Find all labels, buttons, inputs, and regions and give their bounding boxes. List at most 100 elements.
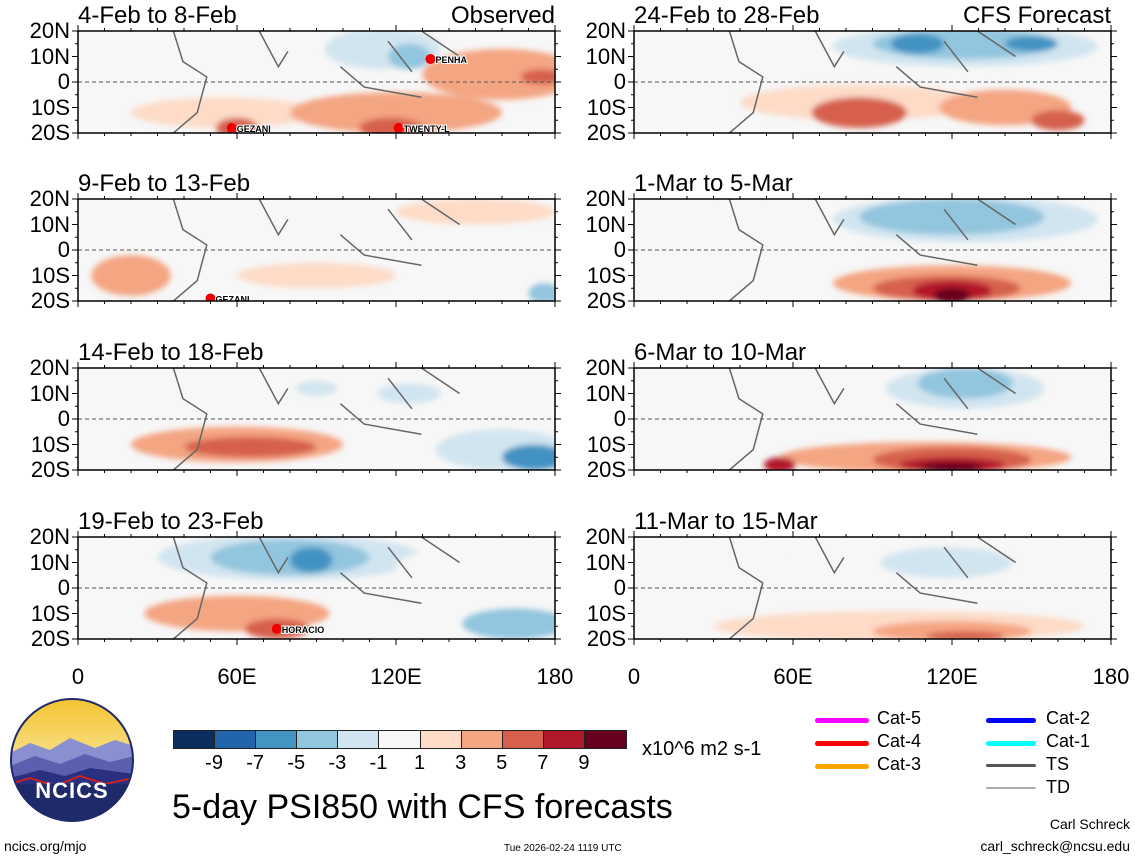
colorbar-swatch — [543, 731, 585, 748]
y-tick-label: 10N — [585, 549, 626, 575]
footer-email[interactable]: carl_schreck@ncsu.edu — [980, 838, 1130, 854]
y-tick-label: 10S — [30, 600, 70, 626]
anomaly-contour — [462, 608, 555, 639]
anomaly-contour — [933, 288, 971, 301]
storm-marker — [425, 54, 436, 65]
y-tick-label: 20S — [30, 626, 70, 651]
footer-url[interactable]: ncics.org/mjo — [4, 838, 87, 854]
map-panel — [72, 362, 561, 476]
anomaly-contour — [396, 199, 555, 225]
y-tick-label: 10S — [30, 262, 70, 288]
storm-label: GEZANI — [216, 294, 250, 304]
anomaly-contour — [104, 204, 290, 245]
colorbar-tick-label: 1 — [413, 752, 426, 774]
panel-title: 14-Feb to 18-Feb — [78, 339, 264, 366]
y-tick-label: 0 — [613, 237, 626, 262]
y-tick-label: 0 — [57, 69, 70, 94]
legend-line-td — [986, 787, 1036, 789]
y-tick-label: 0 — [613, 69, 626, 94]
y-tick-label: 10N — [585, 43, 626, 69]
x-tick-label: 0 — [71, 664, 85, 689]
panel-title: 9-Feb to 13-Feb — [78, 170, 251, 197]
coastline — [172, 537, 461, 639]
y-tick-label: 20S — [586, 457, 626, 482]
panel-title: 19-Feb to 23-Feb — [78, 508, 264, 535]
colorbar-swatch — [420, 731, 462, 748]
legend-line-cat-3 — [815, 764, 869, 769]
y-tick-label: 20N — [29, 524, 70, 549]
y-tick-label: 0 — [613, 406, 626, 431]
colorbar-tick-label: -1 — [369, 752, 388, 774]
anomaly-contour — [880, 547, 1013, 578]
y-tick-label: 20S — [30, 457, 70, 482]
logo-text: NCICS — [35, 778, 109, 803]
panel-title: 1-Mar to 5-Mar — [634, 170, 793, 197]
colorbar-units: x10^6 m2 s-1 — [642, 738, 762, 760]
anomaly-contour — [396, 547, 555, 588]
colorbar-swatch — [338, 731, 380, 748]
colorbar-swatch — [584, 731, 626, 748]
coastline — [728, 31, 1017, 133]
footer-author: Carl Schreck — [1049, 816, 1130, 832]
coastline — [728, 368, 1017, 470]
colorbar-swatch — [174, 731, 216, 748]
anomaly-contour — [210, 539, 370, 576]
y-tick-label: 20N — [29, 355, 70, 380]
y-tick-label: 20S — [30, 120, 70, 145]
colorbar-tick-label: -7 — [246, 752, 265, 774]
x-tick-label: 120E — [926, 664, 978, 689]
panel-title: 24-Feb to 28-Feb — [634, 2, 820, 29]
y-tick-label: 10N — [585, 380, 626, 406]
panel-title: 6-Mar to 10-Mar — [634, 339, 807, 366]
anomaly-contour — [388, 43, 431, 70]
y-tick-label: 10S — [30, 431, 70, 457]
anomaly-contour — [215, 117, 259, 133]
y-tick-label: 20N — [585, 186, 626, 211]
anomaly-contour — [422, 48, 555, 100]
coastline — [172, 368, 461, 470]
colorbar-tick-label: -5 — [287, 752, 306, 774]
storm-label: PENHA — [435, 55, 467, 65]
map-panel: PENHA GEZANI TWENTY-L — [72, 25, 561, 139]
logo-graphic — [10, 698, 134, 822]
anomaly-contour — [634, 206, 846, 243]
colorbar-swatch — [502, 731, 544, 748]
panel-tag: Observed — [450, 2, 555, 29]
map-panel — [628, 362, 1117, 476]
colorbar-tick-label: 7 — [537, 752, 549, 774]
y-tick-label: 0 — [57, 406, 70, 431]
y-tick-label: 20N — [585, 355, 626, 380]
colorbar-tick-label: 5 — [496, 752, 508, 774]
colorbar-swatch — [297, 731, 339, 748]
storm-marker — [226, 122, 237, 133]
anomaly-contour — [290, 547, 333, 573]
y-tick-label: 0 — [57, 237, 70, 262]
x-tick-label: 120E — [370, 664, 422, 689]
figure-title: 5-day PSI850 with CFS forecasts — [172, 788, 673, 826]
colorbar-swatch — [215, 731, 257, 748]
colorbar — [173, 730, 627, 749]
legend-line-cat-1 — [986, 741, 1036, 746]
footer-timestamp: Tue 2026-02-24 1119 UTC — [504, 843, 622, 854]
legend-label: Cat-1 — [1046, 731, 1091, 751]
x-tick-label: 60E — [217, 664, 257, 689]
panel-title: 4-Feb to 8-Feb — [78, 2, 237, 29]
legend-label: Cat-4 — [877, 731, 922, 751]
map-panel: GEZANI — [72, 193, 561, 307]
anomaly-contour — [184, 436, 317, 458]
map-panel — [628, 193, 1117, 307]
anomaly-contour — [917, 368, 1013, 399]
anomaly-contour — [358, 117, 423, 133]
anomaly-contour — [290, 92, 502, 133]
legend-label: Cat-3 — [877, 754, 922, 774]
colorbar-tick-label: 9 — [578, 752, 590, 774]
y-tick-label: 10N — [585, 211, 626, 237]
y-tick-label: 10N — [29, 43, 70, 69]
anomaly-contour — [1031, 110, 1085, 131]
panel-title: 11-Mar to 15-Mar — [634, 508, 818, 535]
colorbar-swatch — [461, 731, 503, 748]
y-tick-label: 20N — [585, 18, 626, 43]
coastline — [172, 31, 461, 133]
y-tick-label: 20S — [30, 288, 70, 313]
anomaly-contour — [1005, 36, 1058, 52]
